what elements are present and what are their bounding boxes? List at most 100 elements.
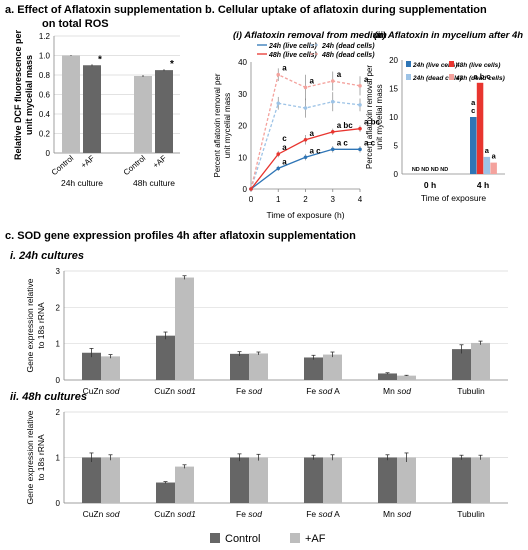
category-label: Mn sod xyxy=(383,509,411,519)
data-point xyxy=(276,72,281,77)
category-label: Tubulin xyxy=(457,386,485,396)
data-label: a xyxy=(310,76,315,85)
data-label: a xyxy=(282,64,287,73)
category-label: Fe sod A xyxy=(306,509,340,519)
bar xyxy=(378,373,397,380)
y-tick-label: 1.0 xyxy=(39,52,51,61)
data-point xyxy=(358,147,362,152)
x-tick-label: 4 h xyxy=(477,180,489,190)
data-point xyxy=(330,99,335,104)
legend-swatch xyxy=(210,533,220,543)
data-point xyxy=(276,152,281,156)
group-label: 24h culture xyxy=(61,178,103,188)
legend-label: 48h (live cells) xyxy=(455,62,500,69)
legend-label: +AF xyxy=(305,533,326,545)
bar-label: Control xyxy=(50,153,76,177)
category-label: Fe sod A xyxy=(306,386,340,396)
nd-label: ND ND ND ND xyxy=(412,167,448,173)
y-tick-label: 20 xyxy=(389,56,398,65)
bar xyxy=(83,65,101,153)
bar xyxy=(230,457,249,503)
y-tick-label: 20 xyxy=(238,122,247,131)
data-label: c xyxy=(282,134,287,143)
data-label: a xyxy=(485,146,490,155)
bar xyxy=(156,482,175,503)
y-tick-label: 10 xyxy=(238,153,247,162)
bar xyxy=(323,457,342,503)
legend-label: 48h (live cells) xyxy=(268,52,318,59)
bar xyxy=(82,352,101,380)
group-label: 48h culture xyxy=(133,178,175,188)
significance-star: * xyxy=(98,54,102,65)
y-axis-label: Gene expression relative xyxy=(25,410,35,504)
data-label: a xyxy=(282,143,287,152)
y-tick-label: 2 xyxy=(56,408,61,417)
x-tick-label: 4 xyxy=(358,195,363,204)
y-tick-label: 0.4 xyxy=(39,110,51,119)
category-label: Fe sod xyxy=(236,509,262,519)
y-tick-label: 0 xyxy=(243,185,248,194)
data-point xyxy=(303,137,308,142)
data-point xyxy=(276,166,281,171)
legend-label: 24h (live cells) xyxy=(412,62,457,69)
bar xyxy=(62,55,80,153)
bar xyxy=(155,70,173,153)
y-tick-label: 1.2 xyxy=(39,32,51,41)
data-point xyxy=(303,85,308,90)
data-point xyxy=(330,130,335,134)
data-label: a c xyxy=(310,146,322,155)
data-point xyxy=(358,84,362,88)
x-tick-label: 2 xyxy=(303,195,308,204)
legend-label: 24h (dead cells) xyxy=(412,75,462,82)
bar xyxy=(156,335,175,380)
y-axis-label: unit mycelial mass xyxy=(24,55,34,135)
legend-label: Control xyxy=(225,533,260,545)
data-label: a b c xyxy=(474,72,491,81)
y-tick-label: 5 xyxy=(394,142,399,151)
bar-label: +AF xyxy=(79,154,96,171)
data-point xyxy=(358,103,362,107)
legend-label: 24h (live cells) xyxy=(268,43,318,50)
legend-swatch xyxy=(290,533,300,543)
y-tick-label: 0 xyxy=(56,499,61,508)
heading-a-line2: on total ROS xyxy=(42,18,109,30)
bar xyxy=(82,457,101,503)
y-tick-label: 10 xyxy=(389,113,398,122)
bar xyxy=(397,457,416,503)
bar xyxy=(134,75,152,153)
data-point xyxy=(330,147,335,152)
y-axis-label: Relative DCF fluorescence per xyxy=(13,29,23,160)
y-axis-label: Percent aflatoxin removal per xyxy=(213,73,222,177)
category-label: CuZn sod1 xyxy=(154,509,196,519)
bar xyxy=(304,457,323,503)
bar xyxy=(452,349,471,380)
legend-swatch xyxy=(449,74,454,80)
bar-label: Control xyxy=(122,153,148,177)
significance-star: * xyxy=(170,59,174,70)
data-label: a c xyxy=(364,138,376,147)
y-axis-label: Percent aflatoxin removal per xyxy=(365,65,374,169)
bar xyxy=(323,354,342,380)
y-tick-label: 40 xyxy=(238,58,247,67)
bar xyxy=(101,457,120,503)
bar xyxy=(175,466,194,503)
heading-b-i: (i) Aflatoxin removal from medium xyxy=(233,30,387,41)
bar-label: +AF xyxy=(151,154,168,171)
y-tick-label: 0.2 xyxy=(39,130,51,139)
heading-b-ii: (ii) Aflatoxin in mycelium after 4h xyxy=(374,30,523,41)
legend-swatch xyxy=(406,74,411,80)
category-label: Tubulin xyxy=(457,509,485,519)
data-point xyxy=(358,126,362,131)
data-label: a xyxy=(471,98,476,107)
data-point xyxy=(330,79,335,83)
data-label: a xyxy=(492,152,497,161)
bar xyxy=(249,353,268,380)
category-label: Mn sod xyxy=(383,386,411,396)
data-point xyxy=(303,106,308,110)
data-point xyxy=(303,155,308,160)
data-label: a bc xyxy=(337,121,354,130)
heading-c-i: i. 24h cultures xyxy=(10,250,84,262)
y-tick-label: 1 xyxy=(56,340,61,349)
y-axis-label: unit mycelial mass xyxy=(223,93,232,158)
legend-swatch xyxy=(449,61,454,67)
